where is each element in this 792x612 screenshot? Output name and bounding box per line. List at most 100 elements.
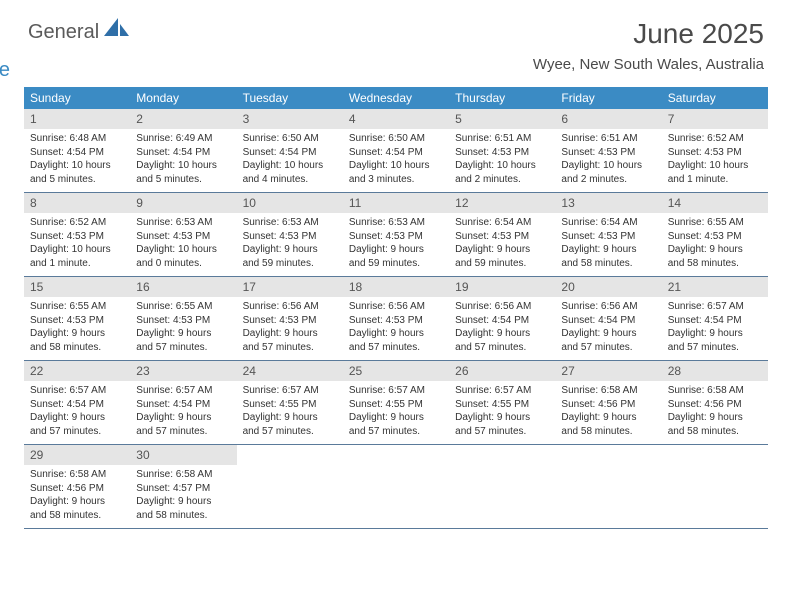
sunrise-line: Sunrise: 6:49 AM [136,132,230,146]
daylight-line: Daylight: 9 hours and 58 minutes. [668,243,762,270]
sunset-line: Sunset: 4:53 PM [455,230,549,244]
day-cell: 15Sunrise: 6:55 AMSunset: 4:53 PMDayligh… [24,277,130,360]
day-cell: 11Sunrise: 6:53 AMSunset: 4:53 PMDayligh… [343,193,449,276]
day-details: Sunrise: 6:55 AMSunset: 4:53 PMDaylight:… [130,297,236,360]
day-header: Monday [130,87,236,109]
day-details: Sunrise: 6:55 AMSunset: 4:53 PMDaylight:… [24,297,130,360]
day-cell [662,445,768,528]
day-header: Friday [555,87,661,109]
sunrise-line: Sunrise: 6:57 AM [136,384,230,398]
day-cell: 22Sunrise: 6:57 AMSunset: 4:54 PMDayligh… [24,361,130,444]
day-cell: 27Sunrise: 6:58 AMSunset: 4:56 PMDayligh… [555,361,661,444]
sunrise-line: Sunrise: 6:56 AM [561,300,655,314]
sunset-line: Sunset: 4:56 PM [668,398,762,412]
sunset-line: Sunset: 4:53 PM [668,146,762,160]
day-cell: 28Sunrise: 6:58 AMSunset: 4:56 PMDayligh… [662,361,768,444]
day-details: Sunrise: 6:53 AMSunset: 4:53 PMDaylight:… [343,213,449,276]
daylight-line: Daylight: 9 hours and 58 minutes. [561,243,655,270]
day-details: Sunrise: 6:54 AMSunset: 4:53 PMDaylight:… [449,213,555,276]
sunrise-line: Sunrise: 6:57 AM [668,300,762,314]
daylight-line: Daylight: 9 hours and 58 minutes. [30,327,124,354]
sunrise-line: Sunrise: 6:58 AM [136,468,230,482]
daylight-line: Daylight: 10 hours and 5 minutes. [30,159,124,186]
sunrise-line: Sunrise: 6:57 AM [243,384,337,398]
sunrise-line: Sunrise: 6:53 AM [243,216,337,230]
calendar-week: 29Sunrise: 6:58 AMSunset: 4:56 PMDayligh… [24,445,768,529]
day-details: Sunrise: 6:51 AMSunset: 4:53 PMDaylight:… [555,129,661,192]
day-cell: 25Sunrise: 6:57 AMSunset: 4:55 PMDayligh… [343,361,449,444]
day-number: 16 [130,277,236,297]
sunset-line: Sunset: 4:54 PM [349,146,443,160]
sunset-line: Sunset: 4:55 PM [455,398,549,412]
sunrise-line: Sunrise: 6:50 AM [349,132,443,146]
day-details: Sunrise: 6:57 AMSunset: 4:55 PMDaylight:… [237,381,343,444]
daylight-line: Daylight: 10 hours and 1 minute. [30,243,124,270]
day-details: Sunrise: 6:56 AMSunset: 4:54 PMDaylight:… [449,297,555,360]
calendar: SundayMondayTuesdayWednesdayThursdayFrid… [24,87,768,529]
day-number: 24 [237,361,343,381]
sunrise-line: Sunrise: 6:56 AM [243,300,337,314]
calendar-week: 15Sunrise: 6:55 AMSunset: 4:53 PMDayligh… [24,277,768,361]
day-cell: 24Sunrise: 6:57 AMSunset: 4:55 PMDayligh… [237,361,343,444]
daylight-line: Daylight: 9 hours and 57 minutes. [349,411,443,438]
sunset-line: Sunset: 4:56 PM [30,482,124,496]
sunrise-line: Sunrise: 6:51 AM [455,132,549,146]
logo-text-general: General [28,21,99,43]
sunrise-line: Sunrise: 6:54 AM [561,216,655,230]
day-number: 19 [449,277,555,297]
day-number: 1 [24,109,130,129]
day-cell: 13Sunrise: 6:54 AMSunset: 4:53 PMDayligh… [555,193,661,276]
sunset-line: Sunset: 4:54 PM [136,146,230,160]
sunset-line: Sunset: 4:54 PM [243,146,337,160]
day-number: 27 [555,361,661,381]
sunrise-line: Sunrise: 6:58 AM [668,384,762,398]
day-number: 23 [130,361,236,381]
sunset-line: Sunset: 4:53 PM [561,146,655,160]
daylight-line: Daylight: 9 hours and 57 minutes. [349,327,443,354]
daylight-line: Daylight: 9 hours and 57 minutes. [455,327,549,354]
day-number: 2 [130,109,236,129]
sunrise-line: Sunrise: 6:52 AM [668,132,762,146]
sunrise-line: Sunrise: 6:57 AM [455,384,549,398]
sunset-line: Sunset: 4:54 PM [30,146,124,160]
day-header: Sunday [24,87,130,109]
logo-sail-icon [104,18,130,38]
title-block: June 2025 Wyee, New South Wales, Austral… [533,18,764,73]
sunrise-line: Sunrise: 6:57 AM [349,384,443,398]
sunrise-line: Sunrise: 6:48 AM [30,132,124,146]
day-number: 8 [24,193,130,213]
day-number: 11 [343,193,449,213]
day-cell: 4Sunrise: 6:50 AMSunset: 4:54 PMDaylight… [343,109,449,192]
daylight-line: Daylight: 9 hours and 57 minutes. [136,327,230,354]
day-cell: 8Sunrise: 6:52 AMSunset: 4:53 PMDaylight… [24,193,130,276]
sunset-line: Sunset: 4:55 PM [349,398,443,412]
calendar-week: 22Sunrise: 6:57 AMSunset: 4:54 PMDayligh… [24,361,768,445]
sunrise-line: Sunrise: 6:50 AM [243,132,337,146]
sunset-line: Sunset: 4:53 PM [136,230,230,244]
daylight-line: Daylight: 9 hours and 58 minutes. [30,495,124,522]
sunrise-line: Sunrise: 6:56 AM [455,300,549,314]
daylight-line: Daylight: 9 hours and 59 minutes. [455,243,549,270]
day-number: 15 [24,277,130,297]
day-details: Sunrise: 6:53 AMSunset: 4:53 PMDaylight:… [237,213,343,276]
day-cell: 2Sunrise: 6:49 AMSunset: 4:54 PMDaylight… [130,109,236,192]
daylight-line: Daylight: 9 hours and 57 minutes. [136,411,230,438]
day-cell [555,445,661,528]
sunset-line: Sunset: 4:53 PM [243,230,337,244]
day-details: Sunrise: 6:55 AMSunset: 4:53 PMDaylight:… [662,213,768,276]
day-details: Sunrise: 6:52 AMSunset: 4:53 PMDaylight:… [24,213,130,276]
calendar-week: 8Sunrise: 6:52 AMSunset: 4:53 PMDaylight… [24,193,768,277]
day-cell: 9Sunrise: 6:53 AMSunset: 4:53 PMDaylight… [130,193,236,276]
sunrise-line: Sunrise: 6:53 AM [136,216,230,230]
daylight-line: Daylight: 10 hours and 4 minutes. [243,159,337,186]
sunset-line: Sunset: 4:53 PM [30,230,124,244]
daylight-line: Daylight: 9 hours and 57 minutes. [30,411,124,438]
day-details: Sunrise: 6:56 AMSunset: 4:54 PMDaylight:… [555,297,661,360]
day-details: Sunrise: 6:58 AMSunset: 4:56 PMDaylight:… [555,381,661,444]
day-cell: 21Sunrise: 6:57 AMSunset: 4:54 PMDayligh… [662,277,768,360]
sunset-line: Sunset: 4:53 PM [455,146,549,160]
day-details: Sunrise: 6:50 AMSunset: 4:54 PMDaylight:… [343,129,449,192]
day-cell: 23Sunrise: 6:57 AMSunset: 4:54 PMDayligh… [130,361,236,444]
daylight-line: Daylight: 10 hours and 2 minutes. [455,159,549,186]
day-number: 5 [449,109,555,129]
